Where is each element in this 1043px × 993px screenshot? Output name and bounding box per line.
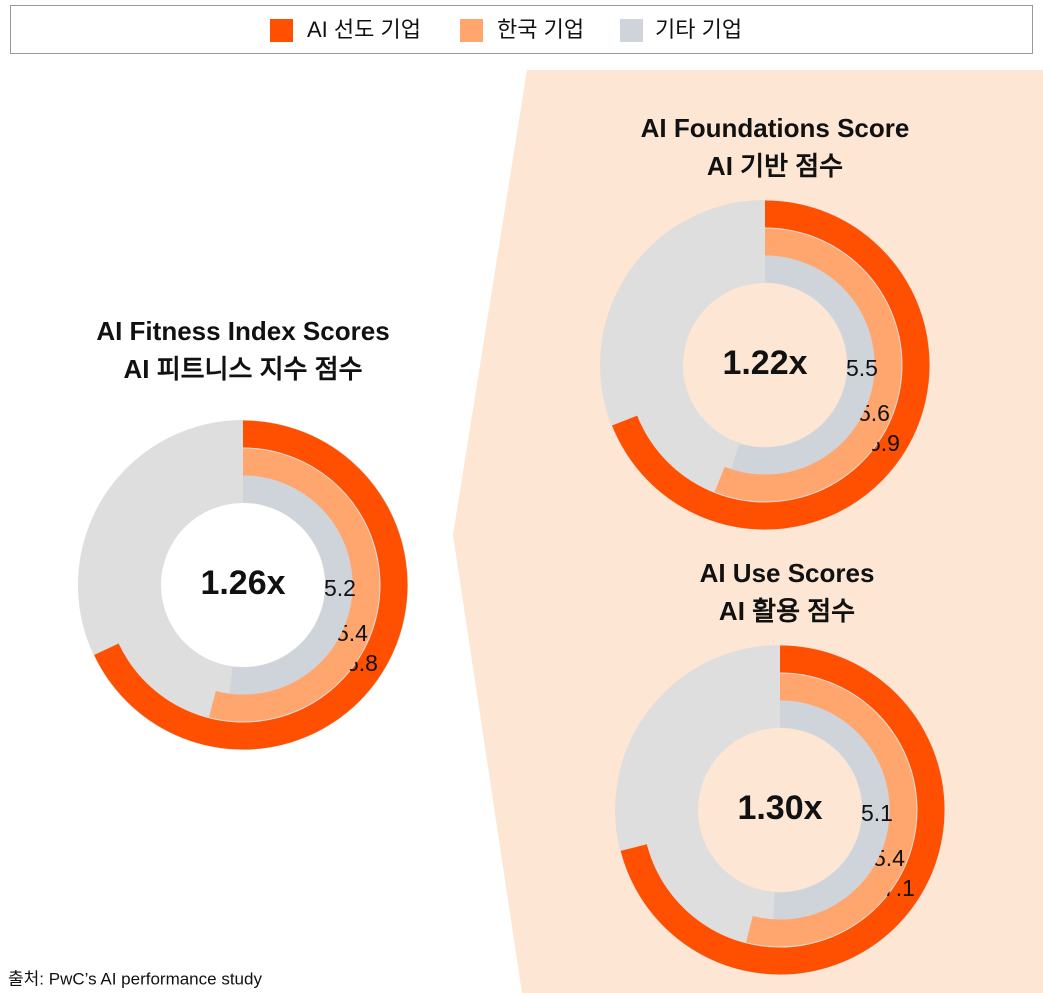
- chart-subtitle: AI 기반 점수: [707, 151, 843, 181]
- legend-swatch: [270, 19, 293, 42]
- chart-title: AI Foundations Score: [641, 113, 910, 143]
- source: 출처: PwC’s AI performance study: [8, 969, 262, 988]
- chart-title: AI Use Scores: [700, 558, 875, 588]
- ring-arc: [94, 420, 408, 750]
- ring-arc: [620, 645, 945, 975]
- ring-arc: [731, 255, 875, 475]
- ring-arc: [209, 448, 380, 722]
- chart-title: AI Fitness Index Scores: [96, 316, 389, 346]
- legend-label: 한국 기업: [497, 17, 584, 42]
- chart-subtitle: AI 활용 점수: [719, 596, 855, 626]
- legend-swatch: [620, 19, 643, 42]
- chart-subtitle: AI 피트니스 지수 점수: [123, 354, 362, 384]
- value-label: 5.1: [861, 800, 893, 826]
- ring-arc: [746, 673, 917, 947]
- ring-arc: [714, 228, 902, 502]
- ring-arc: [612, 200, 930, 530]
- legend-swatch: [460, 19, 483, 42]
- ring-arc: [773, 700, 890, 920]
- ring-arc: [229, 475, 353, 695]
- legend-label: AI 선도 기업: [307, 17, 421, 42]
- center-label: 1.30x: [737, 789, 822, 827]
- legend-label: 기타 기업: [655, 17, 742, 42]
- center-label: 1.26x: [200, 564, 285, 602]
- value-label: 5.2: [324, 575, 356, 601]
- center-label: 1.22x: [722, 344, 807, 382]
- value-label: 5.5: [846, 355, 878, 381]
- legend-box: [10, 5, 1033, 54]
